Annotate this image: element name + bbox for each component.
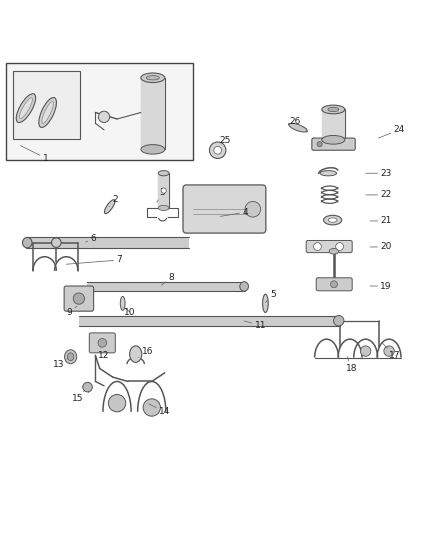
Circle shape <box>314 243 321 251</box>
Circle shape <box>317 142 322 147</box>
Ellipse shape <box>263 294 268 312</box>
Text: 4: 4 <box>220 208 248 217</box>
Text: 12: 12 <box>99 348 110 360</box>
Circle shape <box>108 394 126 412</box>
Text: 19: 19 <box>370 281 392 290</box>
Circle shape <box>143 399 160 416</box>
FancyBboxPatch shape <box>183 185 266 233</box>
Circle shape <box>209 142 226 158</box>
Bar <box>322 109 345 140</box>
FancyBboxPatch shape <box>64 286 94 311</box>
Circle shape <box>336 243 343 251</box>
Circle shape <box>384 346 394 356</box>
Ellipse shape <box>289 123 307 132</box>
Circle shape <box>161 188 166 193</box>
Text: 9: 9 <box>67 306 77 317</box>
Ellipse shape <box>240 281 248 291</box>
Bar <box>13 71 80 139</box>
Ellipse shape <box>120 296 125 310</box>
Ellipse shape <box>141 73 165 83</box>
Text: 17: 17 <box>383 343 400 360</box>
Text: 8: 8 <box>162 273 174 285</box>
FancyBboxPatch shape <box>89 333 115 353</box>
Text: 22: 22 <box>366 190 392 199</box>
Text: 2: 2 <box>109 195 118 207</box>
Ellipse shape <box>19 98 32 119</box>
Text: 20: 20 <box>370 243 392 252</box>
Bar <box>141 78 165 149</box>
Ellipse shape <box>333 316 344 326</box>
Ellipse shape <box>52 238 61 247</box>
FancyBboxPatch shape <box>312 138 355 150</box>
Circle shape <box>360 346 371 356</box>
Circle shape <box>245 201 261 217</box>
Text: 26: 26 <box>289 117 307 129</box>
Ellipse shape <box>39 98 57 127</box>
Circle shape <box>98 338 106 347</box>
Ellipse shape <box>328 218 337 222</box>
Ellipse shape <box>158 171 169 176</box>
Circle shape <box>83 382 92 392</box>
Ellipse shape <box>322 105 345 114</box>
Ellipse shape <box>64 350 77 364</box>
Ellipse shape <box>141 144 165 154</box>
Ellipse shape <box>329 248 339 254</box>
Text: 3: 3 <box>157 188 166 203</box>
Text: 24: 24 <box>378 125 405 138</box>
Circle shape <box>99 111 110 123</box>
Text: 25: 25 <box>218 136 231 148</box>
Ellipse shape <box>42 102 53 123</box>
Bar <box>26 237 189 248</box>
Text: 15: 15 <box>72 391 84 403</box>
Circle shape <box>214 147 222 154</box>
Text: 1: 1 <box>21 146 48 163</box>
FancyBboxPatch shape <box>316 278 352 291</box>
Bar <box>79 316 339 326</box>
Ellipse shape <box>22 237 32 248</box>
Ellipse shape <box>320 171 336 176</box>
Text: 18: 18 <box>346 357 357 373</box>
Ellipse shape <box>146 76 159 80</box>
Ellipse shape <box>158 205 169 211</box>
Ellipse shape <box>16 94 35 123</box>
Text: 11: 11 <box>244 320 266 329</box>
Bar <box>87 281 245 291</box>
Text: 6: 6 <box>86 234 96 243</box>
Ellipse shape <box>324 215 342 225</box>
Text: 23: 23 <box>366 169 392 177</box>
Text: 14: 14 <box>148 404 170 416</box>
Ellipse shape <box>328 107 339 111</box>
Ellipse shape <box>130 346 142 362</box>
Ellipse shape <box>104 200 115 214</box>
Ellipse shape <box>322 135 345 144</box>
Text: 5: 5 <box>265 290 276 302</box>
Ellipse shape <box>67 353 74 361</box>
Text: 7: 7 <box>67 255 122 264</box>
Bar <box>158 173 169 208</box>
Text: 16: 16 <box>139 346 153 358</box>
Text: 13: 13 <box>53 358 68 369</box>
Circle shape <box>331 281 337 288</box>
Text: 21: 21 <box>370 216 392 225</box>
Text: 10: 10 <box>124 307 136 317</box>
Bar <box>7 62 193 160</box>
Circle shape <box>73 293 85 304</box>
FancyBboxPatch shape <box>306 240 352 253</box>
